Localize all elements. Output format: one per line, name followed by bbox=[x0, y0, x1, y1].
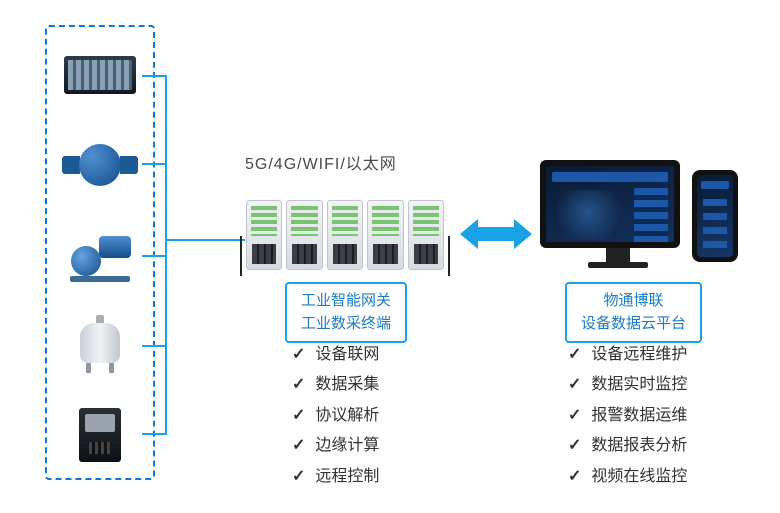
feature-text: 设备联网 bbox=[315, 346, 379, 363]
double-arrow-icon bbox=[460, 215, 532, 253]
branch-line-4 bbox=[142, 345, 167, 347]
gateway-devices-icon bbox=[240, 175, 450, 270]
device-tank bbox=[60, 312, 140, 382]
check-icon: ✓ bbox=[568, 468, 581, 485]
feature-text: 远程控制 bbox=[315, 468, 379, 485]
bus-line bbox=[165, 75, 167, 433]
platform-box-line2: 设备数据云平台 bbox=[581, 313, 686, 336]
feature-item: ✓ 数据实时监控 bbox=[568, 370, 687, 400]
platform-label-box: 物通博联 设备数据云平台 bbox=[565, 282, 702, 343]
flowmeter-icon bbox=[64, 143, 136, 187]
device-pump bbox=[60, 222, 140, 292]
check-icon: ✓ bbox=[292, 437, 305, 454]
check-icon: ✓ bbox=[568, 346, 581, 363]
feature-item: ✓ 数据报表分析 bbox=[568, 431, 687, 461]
device-plc bbox=[60, 40, 140, 110]
feature-item: ✓ 远程控制 bbox=[292, 462, 379, 492]
check-icon: ✓ bbox=[292, 346, 305, 363]
device-meter bbox=[60, 400, 140, 470]
gateway-box-line2: 工业数采终端 bbox=[301, 313, 391, 336]
check-icon: ✓ bbox=[292, 376, 305, 393]
feature-text: 边缘计算 bbox=[315, 437, 379, 454]
feature-text: 视频在线监控 bbox=[591, 468, 687, 485]
feature-item: ✓ 设备联网 bbox=[292, 340, 379, 370]
protocol-label: 5G/4G/WIFI/以太网 bbox=[245, 150, 397, 174]
feature-item: ✓ 协议解析 bbox=[292, 401, 379, 431]
check-icon: ✓ bbox=[292, 407, 305, 424]
plc-icon bbox=[64, 56, 136, 94]
feature-item: ✓ 边缘计算 bbox=[292, 431, 379, 461]
feature-item: ✓ 视频在线监控 bbox=[568, 462, 687, 492]
gateway-box-line1: 工业智能网关 bbox=[301, 290, 391, 313]
feature-text: 数据实时监控 bbox=[591, 376, 687, 393]
feature-item: ✓ 数据采集 bbox=[292, 370, 379, 400]
feature-text: 数据采集 bbox=[315, 376, 379, 393]
gateway-features: ✓ 设备联网 ✓ 数据采集 ✓ 协议解析 ✓ 边缘计算 ✓ 远程控制 bbox=[292, 340, 379, 492]
branch-line-5 bbox=[142, 433, 167, 435]
check-icon: ✓ bbox=[568, 437, 581, 454]
branch-line-1 bbox=[142, 75, 167, 77]
feature-text: 设备远程维护 bbox=[591, 346, 687, 363]
meter-icon bbox=[79, 408, 121, 462]
feature-item: ✓ 设备远程维护 bbox=[568, 340, 687, 370]
check-icon: ✓ bbox=[568, 376, 581, 393]
platform-features: ✓ 设备远程维护 ✓ 数据实时监控 ✓ 报警数据运维 ✓ 数据报表分析 ✓ 视频在线监控 bbox=[568, 340, 687, 492]
feature-item: ✓ 报警数据运维 bbox=[568, 401, 687, 431]
device-flowmeter bbox=[60, 130, 140, 200]
monitor-icon bbox=[540, 160, 695, 275]
branch-line-3 bbox=[142, 255, 167, 257]
feature-text: 协议解析 bbox=[315, 407, 379, 424]
gateway-label-box: 工业智能网关 工业数采终端 bbox=[285, 282, 407, 343]
platform-box-line1: 物通博联 bbox=[581, 290, 686, 313]
line-to-gateway bbox=[165, 239, 245, 241]
pump-icon bbox=[65, 232, 135, 282]
branch-line-2 bbox=[142, 163, 167, 165]
feature-text: 报警数据运维 bbox=[591, 407, 687, 424]
check-icon: ✓ bbox=[568, 407, 581, 424]
feature-text: 数据报表分析 bbox=[591, 437, 687, 454]
tank-icon bbox=[80, 321, 120, 373]
phone-icon bbox=[692, 170, 738, 262]
check-icon: ✓ bbox=[292, 468, 305, 485]
